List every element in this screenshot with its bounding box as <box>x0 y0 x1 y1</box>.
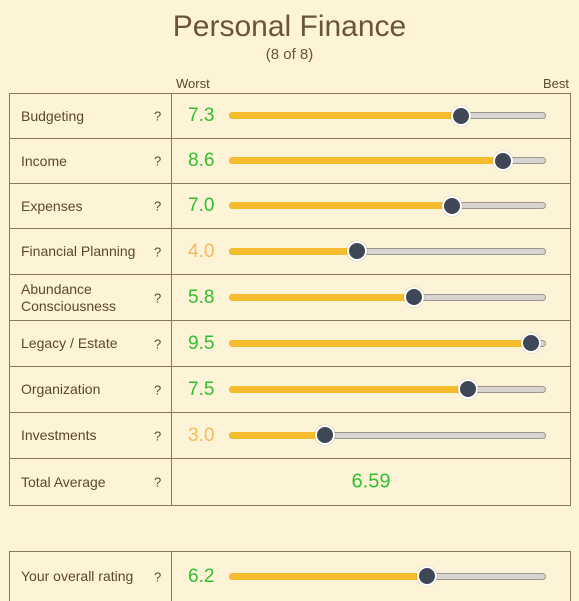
row-label-cell: Organization ? <box>10 367 172 412</box>
page-subtitle: (8 of 8) <box>265 46 314 63</box>
help-icon[interactable]: ? <box>154 108 162 124</box>
slider-handle[interactable] <box>441 195 462 216</box>
help-icon[interactable]: ? <box>154 428 162 443</box>
help-icon[interactable]: ? <box>154 244 162 259</box>
rating-row-budgeting: Budgeting ? 7.3 <box>10 94 570 139</box>
row-label: Legacy / Estate <box>21 335 118 351</box>
row-label-cell: Legacy / Estate ? <box>10 321 172 366</box>
row-value-cell: 7.3 <box>172 94 570 138</box>
rating-slider[interactable] <box>229 150 546 171</box>
slider-handle[interactable] <box>315 425 336 445</box>
row-label-cell: Total Average ? <box>10 459 172 505</box>
rating-row-income: Income ? 8.6 <box>10 139 570 184</box>
rating-row-legacy-estate: Legacy / Estate ? 9.5 <box>10 321 570 367</box>
total-average-value: 6.59 <box>351 470 391 493</box>
row-label: Abundance Consciousness <box>21 280 116 314</box>
rating-value: 6.2 <box>188 565 215 587</box>
row-label: Expenses <box>21 197 83 214</box>
rating-value: 7.0 <box>188 195 215 216</box>
slider-fill <box>229 247 356 255</box>
row-value-cell: 3.0 <box>172 413 570 458</box>
row-label: Investments <box>21 427 97 443</box>
row-value-cell: 7.0 <box>172 184 570 228</box>
rating-value: 4.0 <box>188 240 215 262</box>
help-icon[interactable]: ? <box>154 198 162 214</box>
slider-handle[interactable] <box>346 241 367 261</box>
scale-best-label: Best <box>542 76 569 91</box>
rating-value: 9.5 <box>188 332 215 354</box>
row-label: Income <box>21 152 67 169</box>
rating-slider[interactable] <box>229 425 546 445</box>
rating-slider[interactable] <box>229 333 546 353</box>
row-label-cell: Investments ? <box>10 413 172 458</box>
rating-row-investments: Investments ? 3.0 <box>10 413 570 459</box>
slider-fill <box>229 339 531 347</box>
help-icon[interactable]: ? <box>154 153 162 169</box>
slider-handle[interactable] <box>416 566 437 586</box>
rating-slider[interactable] <box>229 287 546 307</box>
row-label-cell: Expenses ? <box>10 184 172 228</box>
rating-row-expenses: Expenses ? 7.0 <box>10 184 570 229</box>
row-value-cell: 6.59 <box>172 459 570 505</box>
scale-worst-label: Worst <box>176 76 210 91</box>
row-label: Budgeting <box>21 107 85 124</box>
rating-slider[interactable] <box>229 195 546 216</box>
total-average-row: Total Average ? 6.59 <box>10 459 570 505</box>
row-label-cell: Your overall rating ? <box>10 552 172 601</box>
slider-handle[interactable] <box>457 379 478 399</box>
rating-row-financial-planning: Financial Planning ? 4.0 <box>10 229 570 275</box>
rating-slider[interactable] <box>229 241 546 261</box>
slider-fill <box>229 112 461 119</box>
slider-fill <box>229 572 426 580</box>
rating-value: 5.8 <box>188 286 215 308</box>
slider-fill <box>229 385 467 393</box>
rating-value: 3.0 <box>188 424 215 446</box>
row-value-cell: 9.5 <box>172 321 570 366</box>
slider-fill <box>229 202 451 209</box>
slider-fill <box>229 431 325 439</box>
row-value-cell: 6.2 <box>172 552 570 601</box>
rating-slider[interactable] <box>229 566 546 586</box>
row-label: Organization <box>21 381 101 397</box>
row-value-cell: 4.0 <box>172 229 570 274</box>
row-label: Financial Planning <box>21 243 136 259</box>
slider-handle[interactable] <box>521 333 542 353</box>
row-label-cell: Financial Planning ? <box>10 229 172 274</box>
rating-value: 7.3 <box>188 105 215 126</box>
rating-slider[interactable] <box>229 379 546 399</box>
rating-slider[interactable] <box>229 105 546 126</box>
slider-handle[interactable] <box>403 287 424 307</box>
row-label-cell: Income ? <box>10 139 172 183</box>
overall-rating-table: Your overall rating ? 6.2 <box>9 551 571 601</box>
row-value-cell: 5.8 <box>172 275 570 320</box>
slider-fill <box>229 157 502 164</box>
slider-handle[interactable] <box>492 150 513 171</box>
row-value-cell: 7.5 <box>172 367 570 412</box>
rating-value: 8.6 <box>188 150 215 171</box>
row-label-cell: Abundance Consciousness ? <box>10 275 172 320</box>
slider-fill <box>229 293 413 301</box>
help-icon[interactable]: ? <box>154 336 162 351</box>
ratings-table: Budgeting ? 7.3 Income ? 8.6 Expenses ? <box>9 93 571 506</box>
help-icon[interactable]: ? <box>154 382 162 397</box>
slider-handle[interactable] <box>451 105 472 126</box>
help-icon[interactable]: ? <box>154 290 162 305</box>
rating-row-abundance-consciousness: Abundance Consciousness ? 5.8 <box>10 275 570 321</box>
overall-rating-row: Your overall rating ? 6.2 <box>10 552 570 601</box>
rating-value: 7.5 <box>188 378 215 400</box>
row-value-cell: 8.6 <box>172 139 570 183</box>
help-icon[interactable]: ? <box>154 569 162 584</box>
row-label: Total Average <box>21 473 106 490</box>
row-label-cell: Budgeting ? <box>10 94 172 138</box>
rating-row-organization: Organization ? 7.5 <box>10 367 570 413</box>
help-icon[interactable]: ? <box>154 474 162 490</box>
row-label: Your overall rating <box>21 568 134 584</box>
page-title: Personal Finance <box>172 10 407 43</box>
